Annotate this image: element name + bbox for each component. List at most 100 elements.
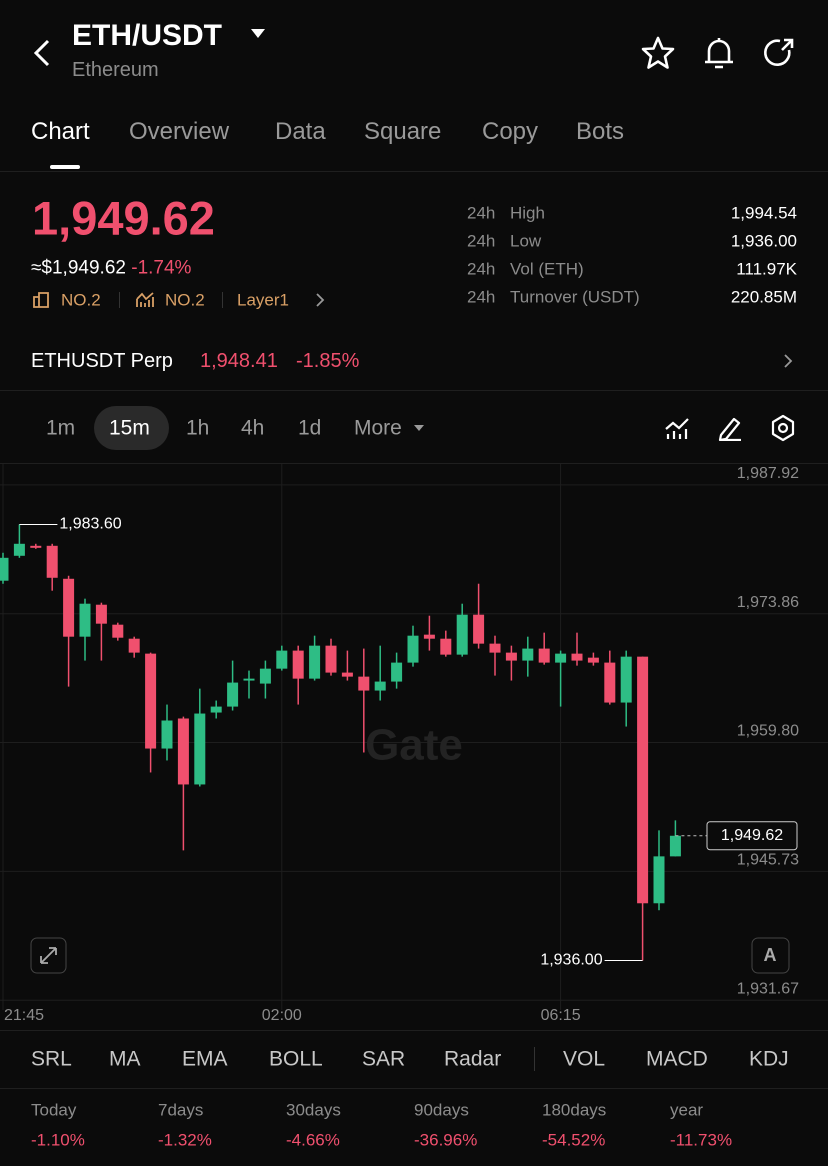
timeframe[interactable]: 1h bbox=[186, 416, 210, 440]
tab[interactable]: Data bbox=[275, 118, 326, 145]
divider bbox=[0, 1030, 828, 1031]
candle-body bbox=[407, 635, 419, 663]
indicator[interactable]: Radar bbox=[444, 1047, 502, 1071]
period-change: -1.32% bbox=[158, 1130, 212, 1150]
timeframe[interactable]: 1d bbox=[298, 416, 322, 440]
perp-change: -1.85% bbox=[296, 350, 360, 372]
alert-button[interactable] bbox=[702, 36, 736, 70]
x-tick-label: 21:45 bbox=[4, 1007, 44, 1024]
fullscreen-button[interactable] bbox=[30, 937, 67, 974]
sector-tag[interactable]: Layer1 bbox=[237, 290, 289, 310]
auto-scale-button[interactable] bbox=[751, 937, 790, 974]
tab[interactable]: Square bbox=[364, 118, 442, 145]
draw-button[interactable] bbox=[717, 415, 743, 441]
timeframe[interactable]: 15m bbox=[109, 416, 150, 440]
rank-tag[interactable]: NO.2 bbox=[165, 290, 205, 310]
candle-body bbox=[456, 614, 468, 655]
watermark: Gate bbox=[365, 721, 463, 770]
perp-chevron[interactable] bbox=[782, 353, 794, 369]
stat-value: 220.85M bbox=[730, 287, 797, 307]
candle-body bbox=[669, 835, 681, 857]
more-dropdown[interactable] bbox=[413, 424, 425, 432]
candle-body bbox=[309, 645, 321, 679]
candlestick-chart: Gate A 1,987.92 1,973.86 1,959.80 1,945.73 1… bbox=[0, 464, 828, 1024]
auto-scale-label: A bbox=[764, 945, 777, 965]
tab[interactable]: Bots bbox=[576, 118, 625, 145]
usd-price: ≈$1,949.62 -1.74% bbox=[31, 259, 191, 278]
indicator[interactable]: MA bbox=[109, 1047, 141, 1071]
candle-body bbox=[620, 656, 632, 703]
candle-body bbox=[571, 653, 583, 661]
candle-body bbox=[341, 672, 353, 677]
x-tick-label: 06:15 bbox=[541, 1007, 581, 1024]
perp-name[interactable]: ETHUSDT Perp bbox=[31, 350, 173, 372]
stat-label: High bbox=[510, 203, 545, 223]
annotation-label: 1,983.60 bbox=[59, 516, 121, 533]
candle-body bbox=[145, 653, 157, 749]
last-price-label: 1,949.62 bbox=[721, 827, 783, 844]
share-button[interactable] bbox=[762, 36, 796, 70]
candle-body bbox=[391, 662, 403, 682]
favorite-button[interactable] bbox=[640, 36, 676, 70]
price-change: -1.74% bbox=[131, 257, 192, 279]
indicator[interactable]: SRL bbox=[31, 1047, 72, 1071]
rank-tag[interactable]: NO.2 bbox=[61, 290, 101, 310]
indicator-button[interactable] bbox=[664, 415, 690, 441]
usd-value: ≈$1,949.62 bbox=[31, 257, 126, 279]
candle-body bbox=[325, 645, 337, 673]
tab[interactable]: Overview bbox=[129, 118, 230, 145]
y-tick-label: 1,987.92 bbox=[737, 465, 799, 482]
tab[interactable]: Chart bbox=[31, 118, 90, 145]
stat-value: 111.97K bbox=[736, 259, 797, 279]
y-tick-label: 1,931.67 bbox=[737, 980, 799, 997]
candle-body bbox=[440, 638, 452, 655]
candle-body bbox=[259, 668, 271, 684]
candle-body bbox=[13, 543, 25, 556]
active-timeframe-pill bbox=[94, 406, 169, 450]
candle-body bbox=[128, 638, 140, 653]
stat-period: 24h bbox=[467, 259, 496, 279]
candle-body bbox=[243, 678, 255, 681]
timeframe[interactable]: 1m bbox=[46, 416, 76, 440]
candle-body bbox=[79, 603, 91, 637]
timeframe-more[interactable]: More bbox=[354, 416, 402, 440]
stat-period: 24h bbox=[467, 287, 496, 307]
candle-body bbox=[604, 662, 616, 703]
candle-body bbox=[292, 650, 304, 679]
period-change: -36.96% bbox=[414, 1130, 478, 1150]
annotation-label: 1,936.00 bbox=[540, 952, 602, 969]
candle-body bbox=[587, 657, 599, 663]
candle-body bbox=[177, 718, 189, 785]
fullscreen-icon bbox=[40, 947, 57, 964]
indicator[interactable]: VOL bbox=[563, 1047, 606, 1071]
candle-body bbox=[194, 713, 206, 785]
rank-icon bbox=[33, 292, 49, 308]
stat-value: 1,994.54 bbox=[730, 203, 797, 223]
indicator[interactable]: BOLL bbox=[269, 1047, 323, 1071]
indicator[interactable]: MACD bbox=[646, 1047, 708, 1071]
indicator[interactable]: SAR bbox=[362, 1047, 406, 1071]
period-label: 90days bbox=[414, 1100, 469, 1120]
tags-chevron[interactable] bbox=[314, 292, 326, 308]
indicator[interactable]: KDJ bbox=[749, 1047, 789, 1071]
period-label: 30days bbox=[286, 1100, 341, 1120]
candle-body bbox=[227, 682, 239, 707]
divider bbox=[0, 171, 828, 172]
stat-value: 1,936.00 bbox=[730, 231, 797, 251]
candle-body bbox=[63, 578, 75, 637]
separator bbox=[222, 292, 223, 308]
settings-button[interactable] bbox=[769, 414, 797, 442]
indicator[interactable]: EMA bbox=[182, 1047, 228, 1071]
divider bbox=[0, 390, 828, 391]
back-button[interactable] bbox=[30, 38, 54, 68]
pair-dropdown[interactable] bbox=[250, 28, 266, 40]
y-tick-label: 1,945.73 bbox=[737, 852, 799, 869]
rank-icon bbox=[136, 292, 154, 307]
tab[interactable]: Copy bbox=[482, 118, 539, 145]
timeframe[interactable]: 4h bbox=[241, 416, 265, 440]
candle-body bbox=[0, 557, 9, 581]
period-change: -11.73% bbox=[670, 1130, 733, 1150]
pair-title[interactable]: ETH/USDT bbox=[72, 19, 222, 52]
period-label: 180days bbox=[542, 1100, 607, 1120]
stat-period: 24h bbox=[467, 203, 496, 223]
